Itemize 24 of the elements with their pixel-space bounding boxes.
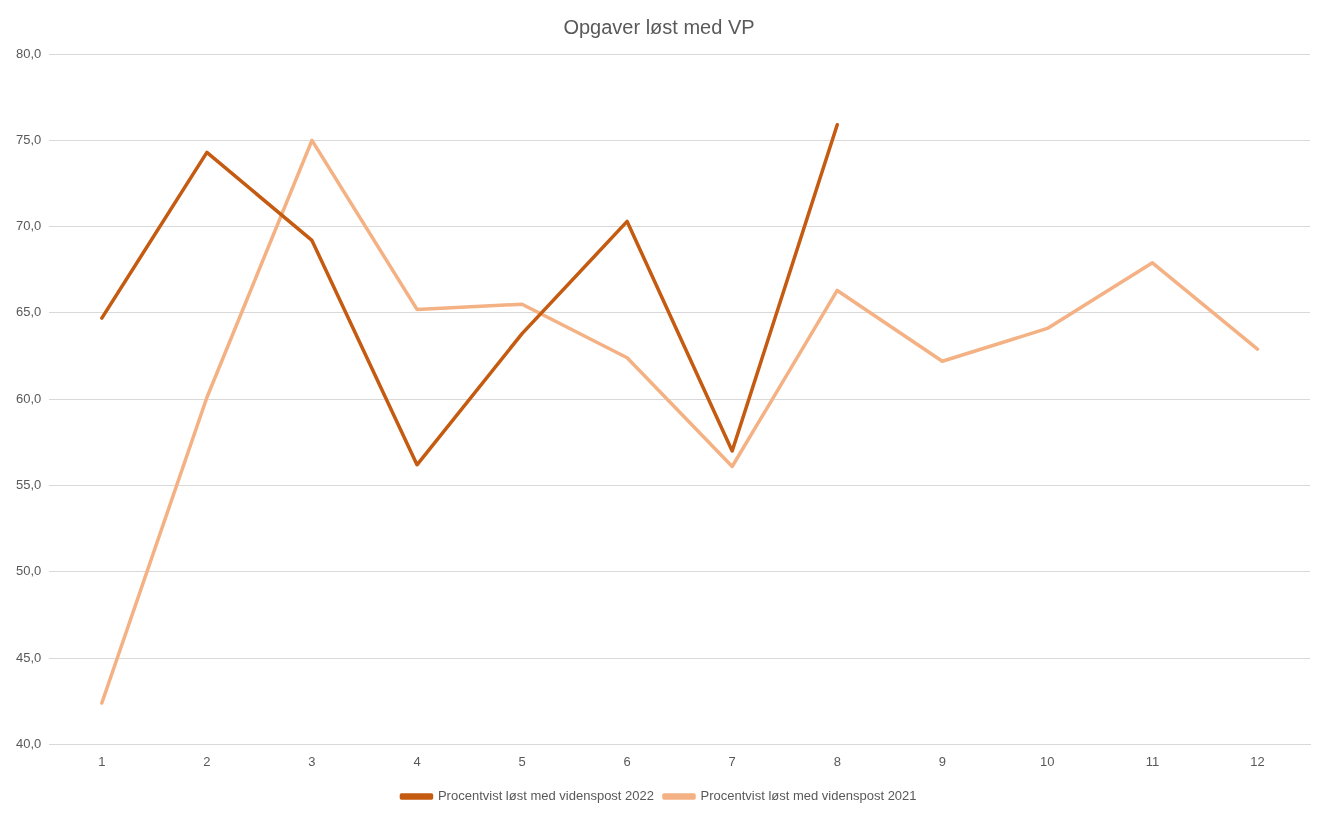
x-tick-label: 2 — [203, 753, 211, 769]
y-tick-label: 80,0 — [15, 45, 42, 61]
legend-label: Procentvist løst med videnspost 2022 — [437, 788, 655, 804]
y-tick-label: 55,0 — [15, 477, 42, 493]
x-tick-label: 7 — [728, 753, 736, 769]
legend-label: Procentvist løst med videnspost 2021 — [700, 788, 917, 804]
x-tick-label: 5 — [518, 753, 526, 769]
x-tick-label: 12 — [1250, 753, 1265, 769]
y-tick-label: 60,0 — [15, 390, 42, 406]
x-tick-label: 9 — [938, 753, 946, 769]
x-tick-label: 1 — [98, 753, 106, 769]
y-tick-label: 65,0 — [15, 304, 42, 320]
y-tick-label: 45,0 — [15, 649, 42, 665]
chart-title: Opgaver løst med VP — [563, 15, 755, 38]
x-tick-label: 4 — [413, 753, 421, 769]
x-tick-label: 10 — [1040, 753, 1055, 769]
y-tick-label: 75,0 — [15, 131, 42, 147]
x-tick-label: 6 — [623, 753, 631, 769]
y-tick-label: 70,0 — [15, 218, 42, 234]
x-tick-label: 8 — [833, 753, 841, 769]
y-tick-label: 50,0 — [15, 563, 42, 579]
y-tick-label: 40,0 — [15, 735, 42, 751]
x-tick-label: 11 — [1145, 753, 1160, 769]
x-tick-label: 3 — [308, 753, 316, 769]
